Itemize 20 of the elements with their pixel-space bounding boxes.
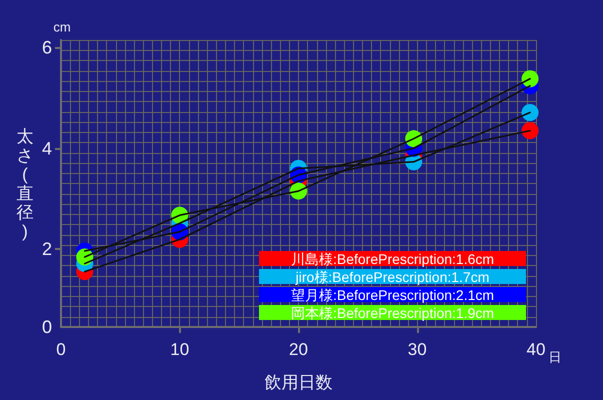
point [522, 122, 539, 140]
text: 岡本様:BeforePrescription:1.9cm [290, 305, 494, 321]
y-tick-label: 6 [42, 38, 52, 58]
text: cm [53, 20, 71, 34]
x-tick-label: 10 [170, 340, 190, 359]
y-tick-label: 4 [42, 138, 52, 158]
x-tick-label: 20 [289, 340, 308, 359]
text: 日 [548, 350, 562, 364]
x-tick-label: 0 [56, 340, 66, 359]
y-tick-label: 2 [42, 238, 52, 259]
point [522, 70, 539, 88]
text: 望月様:BeforePrescription:2.1cm [290, 287, 494, 303]
text: jiro様:BeforePrescription:1.7cm [294, 269, 490, 285]
x-tick-label: 30 [408, 340, 427, 359]
y-axis-title: 太さ(直径) [16, 126, 34, 241]
y-tick-label: 0 [42, 317, 52, 337]
x-tick-label: 40 [526, 340, 546, 359]
x-axis-title: 飲用日数 [264, 373, 332, 392]
text: 川島様:BeforePrescription:1.6cm [290, 251, 494, 267]
point [522, 104, 539, 121]
